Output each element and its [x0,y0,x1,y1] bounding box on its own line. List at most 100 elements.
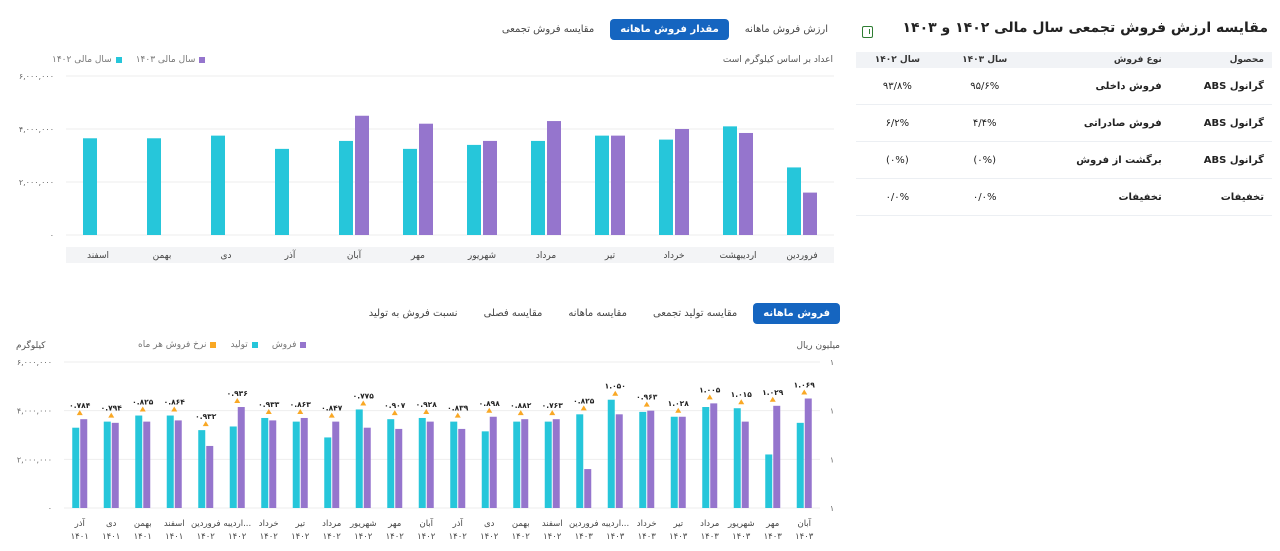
y-tick-label: ۰ [48,504,52,513]
bar-1402 [659,139,673,235]
rate-marker [517,410,524,416]
cell-sale-type: برگشت از فروش [1030,141,1170,179]
x-tick-year: ۱۴۰۳ [638,532,657,542]
x-tick-year: ۱۴۰۱ [134,532,152,542]
rate-label: ۰.۹۳۶ [227,389,248,398]
x-tick-month: مهر [765,519,779,529]
rate-label: ۱.۰۲۸ [668,399,690,408]
bar-production [576,414,584,508]
x-tick-month: اسفند [542,519,563,529]
bar-1403 [419,123,433,235]
legend-rate[interactable]: نرخ فروش هر ماه [138,340,217,350]
legend-production[interactable]: تولید [230,340,258,350]
bar-sales [111,422,119,508]
bar-sales [521,419,529,508]
rate-marker [391,410,398,416]
rate-marker [202,421,209,427]
cell-product: گرانول ABS [1169,68,1272,105]
legend-production-label: تولید [230,340,248,350]
x-tick-year: ۱۴۰۳ [606,532,625,542]
legend-1402-label: سال مالی ۱۴۰۲ [52,55,112,65]
legend-1403[interactable]: سال مالی ۱۴۰۳ [136,55,206,65]
rate-label: ۰.۹۲۸ [416,400,438,409]
right-axis-unit: میلیون ریال [796,341,840,351]
y-tick-label: ۰ [50,231,54,240]
x-tick-month: تیر [672,519,683,529]
cell-product: گرانول ABS [1169,104,1272,142]
bottom-tabbar: فروش ماهانه مقایسه تولید تجمعی مقایسه ماها… [359,303,840,324]
cell-1402: ۹۳/۸% [856,68,939,105]
right-tick-label: ۱ [830,455,834,464]
y-tick-label: ۴,۰۰۰,۰۰۰ [19,125,54,134]
rate-marker [769,396,776,402]
rate-label: ۰.۸۹۸ [479,399,501,408]
bar-production [607,399,615,508]
x-tick-label: آذر [284,249,296,261]
bar-1403 [675,129,689,235]
x-tick-month: تیر [294,519,305,529]
x-tick-year: ۱۴۰۲ [260,532,279,542]
bottom-tab-2[interactable]: مقایسه ماهانه [568,308,627,319]
x-tick-label: اسفند [87,251,109,261]
x-tick-month: خرداد [259,519,279,529]
legend-sales-label: فروش [271,340,297,350]
excel-export-icon[interactable] [862,26,873,38]
x-tick-year: ۱۴۰۱ [102,532,120,542]
bottom-tab-3[interactable]: مقایسه فصلی [483,308,543,319]
x-tick-month: فروردین [191,519,221,529]
bar-1403 [355,115,369,235]
rate-marker [328,412,335,418]
x-tick-year: ۱۴۰۳ [669,532,688,542]
bar-1402 [467,144,481,235]
bottom-tab-0[interactable]: فروش ماهانه [753,303,840,324]
legend-rate-label: نرخ فروش هر ماه [138,340,207,350]
x-tick-label: آبان [347,249,362,261]
x-tick-label: بهمن [153,251,172,261]
x-tick-month: خرداد [637,519,657,529]
top-tab-1[interactable]: مقدار فروش ماهانه [610,19,729,40]
x-tick-year: ۱۴۰۲ [417,532,436,542]
rate-marker [139,406,146,412]
legend-rate-swatch [210,342,217,348]
x-tick-year: ۱۴۰۲ [197,532,216,542]
bar-sales [489,416,497,508]
cell-1403: (۰%) [938,141,1031,179]
y-tick-label: ۶,۰۰۰,۰۰۰ [17,358,52,367]
bar-1402 [403,148,417,235]
x-tick-label: دی [220,251,231,261]
rate-label: ۰.۷۹۴ [101,404,123,413]
rate-label: ۰.۸۶۴ [164,398,186,407]
right-tick-label: ۱ [830,358,834,367]
unit-note: اعداد بر اساس کیلوگرم است [722,55,833,65]
x-tick-label: مرداد [536,251,556,261]
rate-marker [108,412,115,418]
rate-marker [801,389,808,395]
bar-sales [804,398,812,508]
table-row: گرانول ABS فروش داخلی ۹۵/۶% ۹۳/۸% [856,68,1272,105]
bar-production [324,437,332,508]
rate-marker [486,407,493,413]
table-row: گرانول ABS برگشت از فروش (۰%) (۰%) [856,141,1272,179]
bar-production [765,454,773,508]
bar-production [670,416,678,508]
legend-1402[interactable]: سال مالی ۱۴۰۲ [52,55,122,65]
bar-production [198,430,206,508]
x-tick-label: فروردین [786,251,817,261]
rate-label: ۰.۹۳۲ [195,412,217,421]
x-tick-month: مرداد [700,519,719,529]
bar-production [261,417,269,508]
top-tab-2[interactable]: مقایسه فروش تجمعی [501,24,595,35]
bottom-tab-4[interactable]: نسبت فروش به تولید [368,308,458,319]
x-tick-year: ۱۴۰۲ [323,532,342,542]
legend-sales[interactable]: فروش [272,340,307,350]
right-tick-label: ۱ [830,407,834,416]
bar-sales [552,419,560,508]
top-tab-0[interactable]: ارزش فروش ماهانه [744,24,828,35]
x-tick-year: ۱۴۰۳ [575,532,594,542]
bottom-tab-1[interactable]: مقایسه تولید تجمعی [652,308,738,319]
x-tick-year: ۱۴۰۳ [701,532,720,542]
rate-marker [171,406,178,412]
x-tick-month: مرداد [322,519,341,529]
rate-label: ۱.۰۶۹ [794,381,816,390]
cell-sale-type: فروش داخلی [1030,68,1170,105]
